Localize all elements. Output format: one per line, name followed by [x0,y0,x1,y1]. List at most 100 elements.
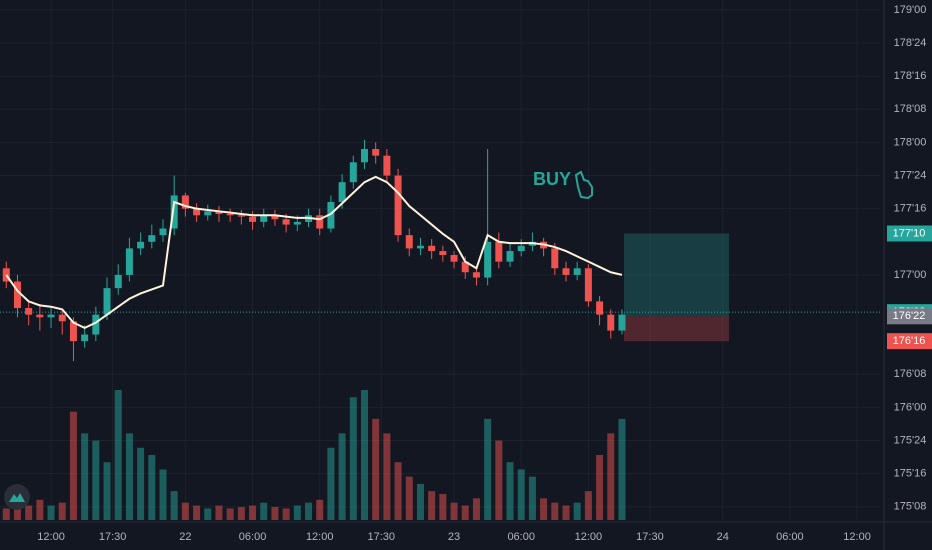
volume-bar [305,502,313,520]
volume-bar [103,462,111,520]
candle-body [450,255,458,262]
volume-bar [36,499,44,520]
candle-body [282,219,290,225]
candle-body [349,162,357,183]
candle-body [596,301,604,315]
candle-body [472,272,480,278]
candle-body [260,215,268,222]
hand-icon [574,170,593,200]
volume-bar [472,498,480,520]
candle-body [148,235,156,242]
volume-bar [584,491,592,520]
candle-body [215,211,223,214]
candle-body [573,268,581,275]
candle-body [484,241,492,278]
candle-body [237,215,245,217]
price-tag-label: 177'10 [893,227,926,239]
x-tick-label: 06:00 [239,531,267,543]
x-tick-label: 23 [448,531,460,543]
candle-body [360,149,368,163]
candle-body [428,245,436,252]
x-tick-label: 12:00 [843,531,871,543]
moving-average [5,175,623,330]
volume-bar [517,469,525,520]
volume-bar [204,508,212,520]
y-tick-label: 179'00 [894,4,927,16]
candle-body [338,182,346,203]
y-tick-label: 175'24 [894,434,927,446]
volume-bar [271,507,279,520]
candle-body [618,314,626,331]
volume-bar [316,499,324,520]
candle-body [383,155,391,176]
volume-bar [618,418,626,520]
volume-bar [349,397,357,520]
volume-bar [69,411,77,520]
volume-bar [58,502,66,520]
volume-bar [327,447,335,520]
candles [2,139,626,362]
candle-body [372,149,380,156]
volume-bar [394,462,402,520]
volume-bar [2,508,10,520]
grid [0,0,880,520]
volume-pane [2,390,626,520]
volume-bar [506,462,514,520]
volume-bar [551,502,559,520]
volume-bar [170,491,178,520]
volume-bar [461,505,469,520]
volume-bar [181,502,189,520]
logo[interactable] [4,484,30,510]
candle-body [551,248,559,269]
candle-body [226,213,234,216]
volume-bar [450,502,458,520]
candle-body [13,281,21,309]
x-tick-label: 17:30 [368,531,396,543]
y-tick-label: 177'24 [894,169,927,181]
candle-body [405,235,413,249]
candle-body [193,208,201,216]
x-tick-label: 22 [179,531,191,543]
candle-body [416,245,424,249]
y-tick-label: 175'16 [894,468,927,480]
candle-body [506,251,514,262]
price-tag [887,225,932,242]
candle-body [495,241,503,262]
x-tick-label: 06:00 [776,531,804,543]
y-tick-label: 178'00 [894,136,927,148]
y-tick-label: 175'08 [894,501,927,513]
price-tag [887,308,932,325]
x-tick-label: 06:00 [507,531,535,543]
stop-zone [624,316,729,342]
volume-bar [226,508,234,520]
volume-bar [439,494,447,520]
volume-bar [13,502,21,520]
axes: 12:00 17:30 22 06:00 12:00 17:30 23 06:00 12:00 1… [37,4,932,543]
y-tick-label: 178'24 [894,37,927,49]
volume-bar [293,505,301,520]
volume-bar [484,418,492,520]
volume-bar [81,433,89,520]
candle-body [159,228,167,236]
volume-bar [405,476,413,520]
volume-bar [25,505,33,520]
candle-body [92,314,100,335]
x-tick-label: 24 [717,531,729,543]
candle-body [316,215,324,229]
volume-bar [383,433,391,520]
candle-body [114,274,122,289]
candle-body [249,216,257,222]
volume-bar [237,507,245,520]
volume-bar [137,447,145,520]
volume-bar [47,505,55,520]
candle-body [327,202,335,229]
y-tick-label: 176'08 [894,368,927,380]
y-tick-label: 176'00 [894,401,927,413]
annotation: BUY [533,169,571,189]
volume-bar [282,508,290,520]
volume-bar [215,505,223,520]
candle-body [58,314,66,322]
candle-body [517,245,525,252]
